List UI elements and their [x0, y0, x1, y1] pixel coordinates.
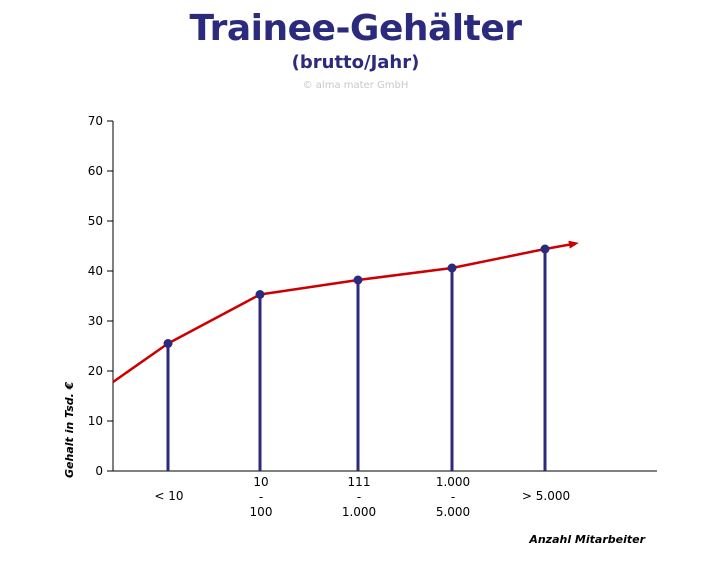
y-axis-label: Gehalt in Tsd. €	[63, 381, 76, 478]
y-tick-label: 70	[88, 114, 103, 128]
data-point	[255, 290, 265, 299]
data-point	[353, 275, 363, 285]
y-tick-label: 60	[88, 164, 103, 178]
x-category-label: -	[451, 490, 455, 504]
chart-subtitle: (brutto/Jahr)	[291, 52, 420, 73]
x-category-label: -	[259, 490, 263, 504]
x-category-label: 111	[348, 475, 371, 489]
data-marks	[112, 240, 579, 471]
y-tick-label: 10	[88, 414, 103, 428]
data-point	[540, 244, 550, 254]
x-category-label: 10	[253, 475, 268, 489]
data-point	[163, 339, 173, 348]
copyright-credit: © alma mater GmbH	[302, 80, 409, 91]
x-category-label: 5.000	[436, 505, 470, 519]
x-category-label: < 10	[154, 489, 183, 503]
trend-line	[112, 240, 579, 384]
data-point	[447, 263, 457, 273]
x-category-label: 1.000	[436, 475, 470, 489]
x-category-label: 1.000	[342, 505, 376, 519]
x-category-label: 100	[250, 505, 273, 519]
y-tick-label: 0	[95, 464, 103, 478]
y-tick-label: 20	[88, 364, 103, 378]
chart-title: Trainee-Gehälter	[189, 8, 523, 49]
y-tick-label: 40	[88, 264, 103, 278]
y-tick-label: 50	[88, 214, 103, 228]
x-category-label: > 5.000	[522, 489, 570, 503]
x-category-label: -	[357, 490, 361, 504]
x-axis-label: Anzahl Mitarbeiter	[528, 533, 645, 546]
y-tick-label: 30	[88, 314, 103, 328]
